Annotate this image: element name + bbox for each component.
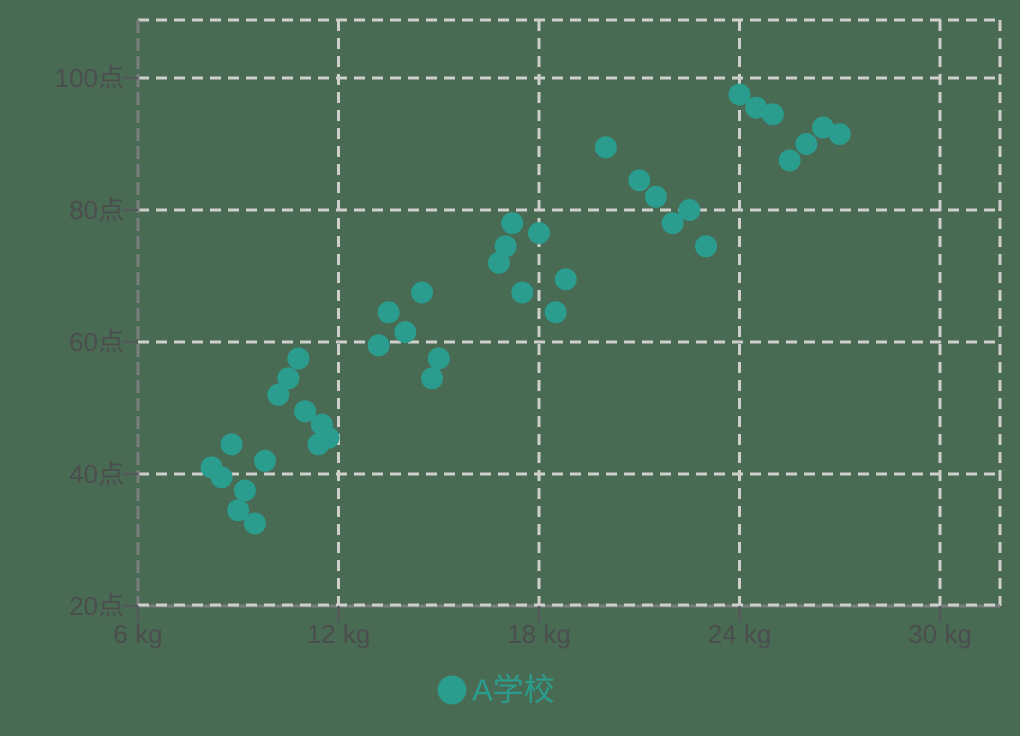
data-point — [294, 400, 317, 423]
y-tick-label: 20点 — [69, 591, 124, 621]
data-point — [427, 347, 450, 370]
data-point — [554, 268, 577, 291]
legend[interactable]: A学校 — [437, 673, 555, 708]
data-point — [594, 136, 617, 159]
data-point — [253, 449, 276, 472]
data-point — [210, 466, 233, 489]
data-point — [267, 383, 290, 406]
data-point — [812, 116, 835, 139]
x-tick-label: 30 kg — [908, 619, 972, 649]
data-point — [544, 301, 567, 324]
x-tick-label: 24 kg — [708, 619, 772, 649]
data-point — [501, 212, 524, 235]
data-point — [745, 96, 768, 119]
data-point — [695, 235, 718, 258]
legend-marker-icon — [437, 675, 467, 705]
data-point — [678, 199, 701, 221]
data-point — [528, 222, 551, 245]
data-point — [377, 301, 400, 324]
data-point — [628, 169, 651, 192]
data-point — [227, 499, 250, 522]
data-point — [487, 251, 510, 274]
data-point — [511, 281, 534, 304]
data-point — [243, 512, 266, 535]
data-point — [277, 367, 300, 390]
y-tick-label: 60点 — [69, 327, 124, 357]
x-tick-label: 12 kg — [307, 619, 371, 649]
data-point — [287, 347, 310, 370]
data-point — [220, 433, 243, 456]
data-point — [494, 235, 517, 258]
data-point — [728, 83, 751, 106]
data-point — [778, 149, 801, 172]
data-point — [644, 185, 667, 208]
data-point — [317, 426, 340, 449]
data-point — [394, 321, 417, 344]
y-tick-label: 100点 — [55, 63, 124, 93]
data-point — [367, 334, 390, 357]
data-point — [233, 479, 256, 502]
plot-area: 6 kg 12 kg 18 kg 24 kg 30 kg 20点 40点 60点 80点 100点 — [55, 18, 1002, 649]
data-point — [411, 281, 434, 304]
x-tick-label: 18 kg — [507, 619, 571, 649]
data-point — [421, 367, 444, 390]
data-point — [761, 103, 784, 126]
data-point — [795, 133, 818, 155]
y-tick-label: 80点 — [69, 195, 124, 225]
data-point — [828, 123, 851, 146]
data-point — [661, 212, 684, 235]
y-tick-label: 40点 — [69, 459, 124, 489]
x-tick-label: 6 kg — [113, 619, 162, 649]
legend-label: A学校 — [472, 673, 555, 708]
